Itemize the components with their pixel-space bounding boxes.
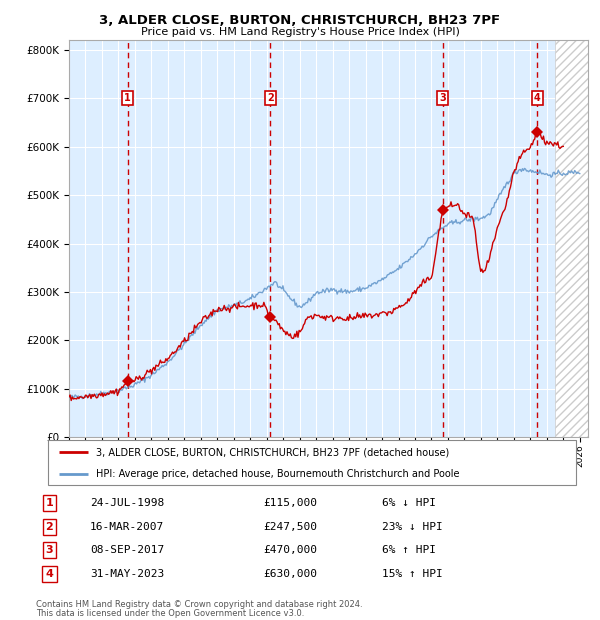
Text: 4: 4 <box>534 93 541 103</box>
Text: £470,000: £470,000 <box>263 546 317 556</box>
Text: 1: 1 <box>46 498 53 508</box>
Text: 15% ↑ HPI: 15% ↑ HPI <box>382 569 442 579</box>
Text: 31-MAY-2023: 31-MAY-2023 <box>90 569 164 579</box>
Text: HPI: Average price, detached house, Bournemouth Christchurch and Poole: HPI: Average price, detached house, Bour… <box>95 469 459 479</box>
Text: 4: 4 <box>46 569 53 579</box>
Text: 2: 2 <box>267 93 274 103</box>
Text: 23% ↓ HPI: 23% ↓ HPI <box>382 522 442 532</box>
Text: Contains HM Land Registry data © Crown copyright and database right 2024.: Contains HM Land Registry data © Crown c… <box>36 600 362 609</box>
Text: 16-MAR-2007: 16-MAR-2007 <box>90 522 164 532</box>
FancyBboxPatch shape <box>48 440 576 485</box>
Bar <box>555 40 588 437</box>
Text: 3: 3 <box>46 546 53 556</box>
Text: £247,500: £247,500 <box>263 522 317 532</box>
Text: 6% ↓ HPI: 6% ↓ HPI <box>382 498 436 508</box>
Text: 6% ↑ HPI: 6% ↑ HPI <box>382 546 436 556</box>
Text: 08-SEP-2017: 08-SEP-2017 <box>90 546 164 556</box>
Text: 3, ALDER CLOSE, BURTON, CHRISTCHURCH, BH23 7PF: 3, ALDER CLOSE, BURTON, CHRISTCHURCH, BH… <box>100 14 500 27</box>
Text: 1: 1 <box>124 93 131 103</box>
Text: This data is licensed under the Open Government Licence v3.0.: This data is licensed under the Open Gov… <box>36 609 304 618</box>
Text: 3: 3 <box>439 93 446 103</box>
Text: £630,000: £630,000 <box>263 569 317 579</box>
Text: 24-JUL-1998: 24-JUL-1998 <box>90 498 164 508</box>
Text: 3, ALDER CLOSE, BURTON, CHRISTCHURCH, BH23 7PF (detached house): 3, ALDER CLOSE, BURTON, CHRISTCHURCH, BH… <box>95 447 449 458</box>
Text: £115,000: £115,000 <box>263 498 317 508</box>
Text: 2: 2 <box>46 522 53 532</box>
Text: Price paid vs. HM Land Registry's House Price Index (HPI): Price paid vs. HM Land Registry's House … <box>140 27 460 37</box>
